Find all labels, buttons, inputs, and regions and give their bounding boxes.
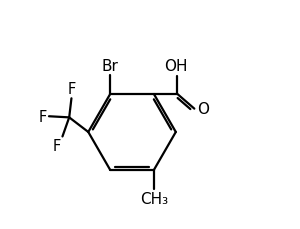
Text: F: F: [67, 82, 76, 97]
Text: F: F: [52, 139, 61, 154]
Text: O: O: [197, 102, 209, 117]
Text: OH: OH: [165, 59, 188, 74]
Text: Br: Br: [102, 59, 118, 74]
Text: F: F: [39, 109, 47, 124]
Text: CH₃: CH₃: [140, 191, 168, 206]
